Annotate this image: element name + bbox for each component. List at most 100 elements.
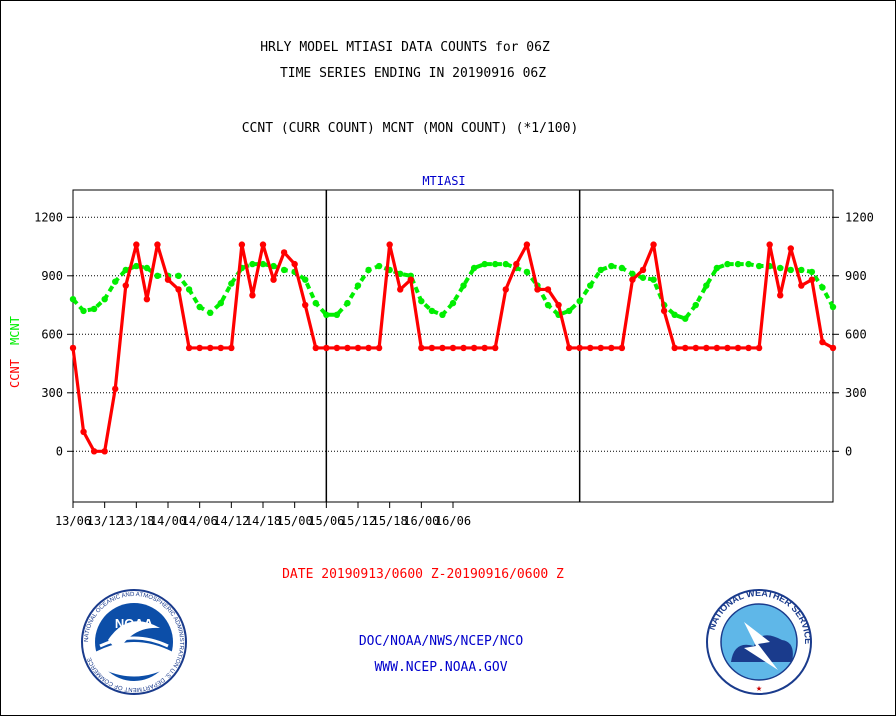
- series-ccnt-point: [439, 344, 446, 352]
- series-mcnt-point: [798, 266, 805, 274]
- series-mcnt-point: [639, 274, 647, 281]
- series-mcnt-point: [428, 307, 436, 315]
- y-tick-label-right: 1200: [845, 210, 874, 224]
- chart-subtitle: CCNT (CURR COUNT) MCNT (MON COUNT) (*1/1…: [242, 121, 579, 136]
- series-ccnt-point: [280, 249, 288, 256]
- series-mcnt-point: [80, 307, 87, 315]
- series-mcnt-point: [777, 264, 784, 272]
- series-ccnt-point: [238, 241, 246, 248]
- series-ccnt-point: [428, 344, 436, 352]
- series-mcnt-point: [90, 305, 98, 313]
- series-ccnt-point: [154, 241, 161, 248]
- series-mcnt-point: [755, 262, 763, 270]
- y-tick-label-left: 900: [41, 269, 63, 283]
- series-ccnt-point: [766, 241, 773, 248]
- series-ccnt-point: [576, 344, 583, 352]
- y-tick-label-left: 600: [41, 327, 63, 341]
- series-ccnt-point: [344, 344, 351, 352]
- series-ccnt-point: [787, 245, 794, 252]
- credit-line-1: DOC/NOAA/NWS/NCEP/NCO: [359, 634, 524, 649]
- y-tick-label-left: 300: [41, 386, 63, 400]
- series-ccnt-point: [734, 344, 742, 352]
- y-tick-label-left: 1200: [34, 210, 63, 224]
- series-ccnt-point: [829, 344, 837, 352]
- x-tick-label: 15/06: [308, 514, 344, 528]
- series-ccnt-point: [703, 344, 710, 352]
- series-ccnt-point: [259, 241, 267, 248]
- series-mcnt-point: [280, 266, 288, 274]
- series-ccnt-point: [481, 344, 488, 352]
- series-ccnt-point: [639, 266, 647, 274]
- series-mcnt-point: [734, 260, 742, 268]
- series-ccnt-point: [302, 301, 309, 309]
- y-tick-label-right: 0: [845, 444, 852, 458]
- date-range: DATE 20190913/0600 Z-20190916/0600 Z: [282, 567, 564, 582]
- series-mcnt-point: [185, 286, 193, 293]
- series-mcnt-point: [101, 296, 108, 303]
- series-mcnt-point: [397, 270, 404, 278]
- series-mcnt-point: [544, 301, 552, 309]
- series-ccnt-point: [175, 286, 182, 293]
- series-mcnt-point: [745, 260, 752, 268]
- series-ccnt-point: [90, 448, 98, 455]
- series-ccnt-point: [185, 344, 193, 352]
- series-mcnt-point: [587, 282, 594, 289]
- series-ccnt-point: [207, 344, 214, 352]
- y-axis-label-ccnt: CCNT: [8, 359, 22, 388]
- x-tick-label: 16/06: [435, 514, 471, 528]
- series-mcnt-point: [576, 297, 583, 305]
- series-ccnt-point: [375, 344, 383, 352]
- series-ccnt-point: [333, 344, 341, 352]
- series-ccnt-point: [312, 344, 319, 352]
- x-tick-label: 16/00: [403, 514, 439, 528]
- series-ccnt-point: [164, 276, 172, 283]
- series-ccnt-point: [470, 344, 478, 352]
- y-tick-label-right: 900: [845, 269, 867, 283]
- series-mcnt-point: [650, 276, 657, 283]
- series-ccnt-point: [217, 344, 224, 352]
- x-tick-label: 14/00: [150, 514, 186, 528]
- series-mcnt-point: [333, 311, 341, 318]
- noaa-logo: NOAA NATIONAL OCEANIC AND ATMOSPHERIC AD…: [81, 589, 187, 695]
- series-mcnt-point: [703, 282, 710, 289]
- series-mcnt-point: [629, 270, 636, 278]
- series-ccnt-point: [618, 344, 626, 352]
- series-ccnt-point: [513, 260, 520, 268]
- series-ccnt-point: [143, 296, 151, 303]
- series-ccnt-point: [323, 344, 330, 352]
- series-mcnt-point: [439, 311, 446, 318]
- series-ccnt-point: [449, 344, 457, 352]
- series-ccnt-point: [808, 276, 816, 283]
- series-mcnt-point: [565, 307, 573, 315]
- series-mcnt-point: [492, 260, 499, 268]
- series-mcnt-point: [671, 311, 678, 318]
- credit-line-2: WWW.NCEP.NOAA.GOV: [374, 660, 507, 675]
- plot-area: 0 0 300 300 600 600 900 900 1200 1200 13/0613/1213…: [34, 189, 874, 528]
- series-mcnt-point: [618, 264, 626, 272]
- chart-title-line2: TIME SERIES ENDING IN 20190916 06Z: [280, 66, 546, 81]
- series-mcnt-point: [470, 264, 478, 272]
- chart-title-line1: HRLY MODEL MTIASI DATA COUNTS for 06Z: [260, 40, 550, 55]
- series-mcnt-point: [808, 268, 816, 276]
- series-mcnt-point: [344, 299, 351, 307]
- series-mcnt-point: [270, 262, 277, 270]
- y-tick-label-left: 0: [56, 444, 63, 458]
- series-mcnt-point: [69, 296, 77, 303]
- series-ccnt-point: [682, 344, 689, 352]
- series-mcnt-point: [133, 262, 140, 270]
- series-mcnt-point: [196, 303, 203, 311]
- series-ccnt-point: [397, 286, 404, 293]
- series-mcnt-point: [713, 264, 721, 272]
- x-tick-label: 15/12: [340, 514, 376, 528]
- nws-logo: NATIONAL WEATHER SERVICE ★: [706, 588, 813, 695]
- series-ccnt-point: [122, 282, 129, 289]
- series-ccnt-point: [492, 344, 499, 352]
- noaa-logo-text: NOAA: [115, 616, 154, 631]
- series-mcnt-point: [724, 260, 731, 268]
- series-mcnt-point: [829, 303, 837, 311]
- x-tick-label: 14/18: [245, 514, 281, 528]
- series-mcnt-point: [354, 282, 362, 289]
- series-ccnt-point: [565, 344, 573, 352]
- series-ccnt-point: [692, 344, 699, 352]
